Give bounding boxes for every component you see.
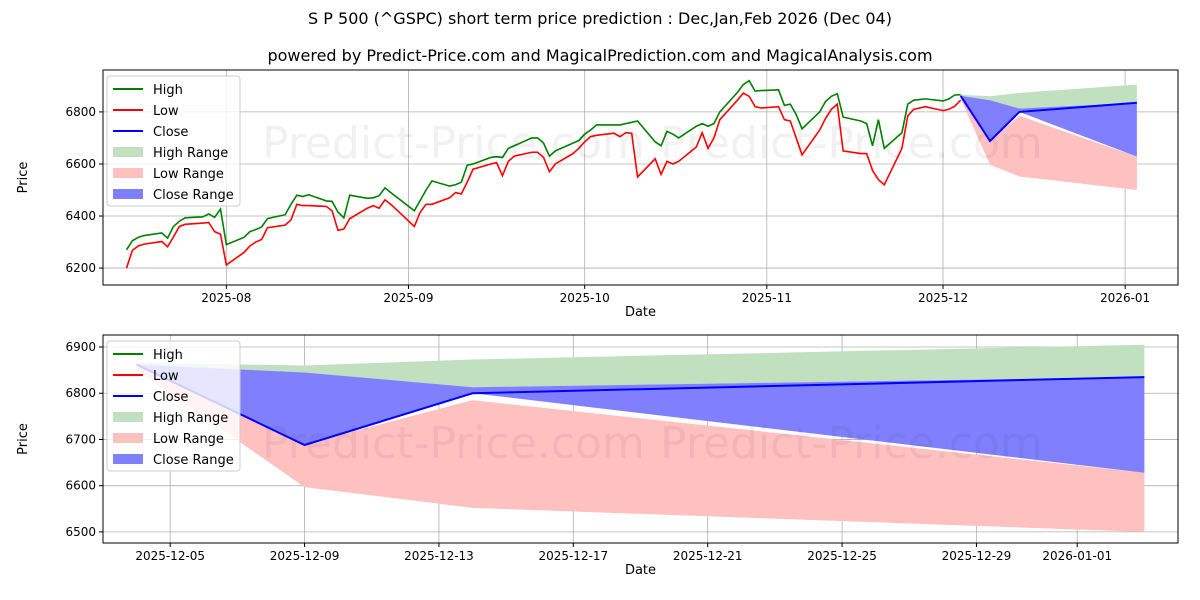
x-tick-label: 2025-12-09	[270, 549, 340, 563]
x-tick-label: 2026-01-01	[1042, 549, 1112, 563]
legend-swatch-high-range	[113, 147, 143, 157]
y-tick-label: 6200	[65, 261, 96, 275]
legend-label: High Range	[153, 411, 228, 426]
y-axis-label: Price	[16, 162, 31, 194]
panel-bottom: 2025-12-05 2025-12-09 2025-12-13 2025-12-17…	[16, 334, 1179, 578]
x-tick-label: 2025-12-05	[135, 549, 205, 563]
legend-label: Low	[153, 369, 179, 384]
close-range-band	[136, 364, 1145, 473]
legend-swatch-close-range	[113, 189, 143, 199]
plot-frame	[102, 69, 1179, 286]
legend: High Low Close High Range Low Range Close Ran…	[106, 340, 241, 472]
high-range-band	[960, 84, 1137, 109]
plot-frame	[102, 334, 1179, 544]
legend-label: Close Range	[153, 188, 234, 203]
y-tick-label: 6500	[65, 525, 96, 539]
legend-label: Low Range	[153, 432, 224, 447]
panel-top: 2025-08 2025-09 2025-10 2025-11 2025-12 2026-…	[16, 69, 1179, 320]
low-line	[125, 92, 962, 269]
x-axis-label: Date	[625, 563, 656, 578]
y-tick-label: 6600	[65, 157, 96, 171]
legend-label: High	[153, 348, 183, 363]
close-line	[959, 95, 1137, 143]
legend-label: Close	[153, 125, 188, 140]
x-tick-label: 2026-01	[1100, 291, 1150, 305]
x-tick-label: 2025-08	[201, 291, 251, 305]
y-tick-label: 6800	[65, 105, 96, 119]
legend-swatch-low-range	[113, 433, 143, 443]
x-tick-label: 2025-09	[383, 291, 433, 305]
legend-swatch-low-range	[113, 168, 143, 178]
y-tick-label: 6600	[65, 479, 96, 493]
y-tick-label: 6900	[65, 340, 96, 354]
x-tick-label: 2025-12	[918, 291, 968, 305]
high-line	[125, 79, 961, 251]
y-axis-label: Price	[16, 423, 31, 455]
x-tick-label: 2025-12-17	[538, 549, 608, 563]
x-tick-label: 2025-12-29	[942, 549, 1012, 563]
high-range-band	[136, 344, 1145, 388]
legend-label: High	[153, 83, 183, 98]
x-tick-label: 2025-11	[742, 291, 792, 305]
x-tick-label: 2025-12-25	[807, 549, 877, 563]
legend-swatch-high-range	[113, 412, 143, 422]
close-range-band	[960, 95, 1137, 157]
legend-label: Low Range	[153, 167, 224, 182]
y-tick-label: 6800	[65, 386, 96, 400]
x-tick-label: 2025-12-13	[404, 549, 474, 563]
legend: High Low Close High Range Low Range Close Ran…	[106, 75, 241, 207]
x-tick-label: 2025-12-21	[673, 549, 743, 563]
low-range-band	[136, 364, 1145, 532]
x-axis-label: Date	[625, 305, 656, 320]
legend-swatch-close-range	[113, 454, 143, 464]
legend-label: High Range	[153, 146, 228, 161]
legend-label: Close	[153, 390, 188, 405]
y-tick-label: 6700	[65, 432, 96, 446]
x-tick-label: 2025-10	[560, 291, 610, 305]
chart-title: S P 500 (^GSPC) short term price predict…	[308, 9, 892, 28]
legend-label: Close Range	[153, 453, 234, 468]
y-tick-label: 6400	[65, 209, 96, 223]
low-range-band	[960, 95, 1137, 190]
legend-label: Low	[153, 104, 179, 119]
chart-subtitle: powered by Predict-Price.com and Magical…	[267, 46, 933, 65]
